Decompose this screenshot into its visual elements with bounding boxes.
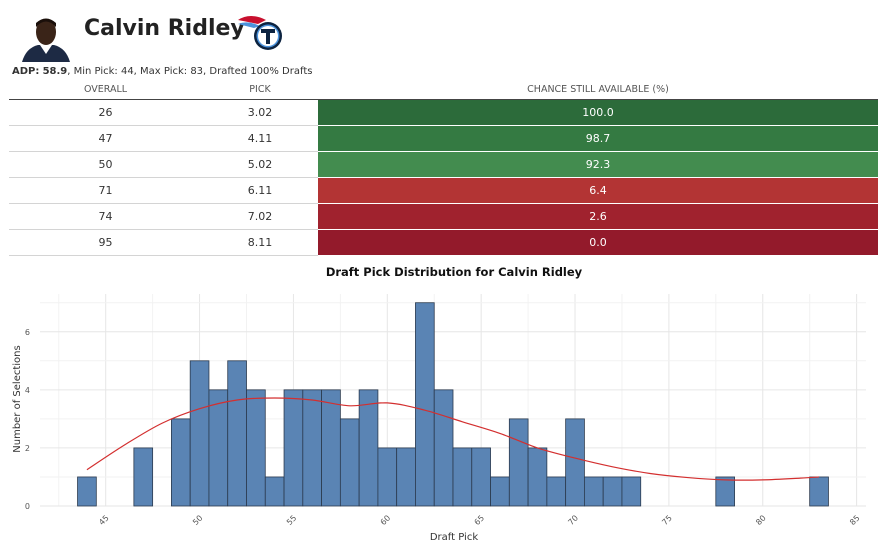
y-tick-label: 4 — [25, 386, 30, 395]
header-chance: CHANCE STILL AVAILABLE (%) — [318, 80, 878, 100]
cell-pick: 5.02 — [202, 151, 318, 178]
density-curve — [86, 397, 820, 481]
cell-pick: 6.11 — [202, 177, 318, 204]
player-name: Calvin Ridley — [84, 16, 245, 41]
cell-overall: 26 — [9, 99, 202, 126]
y-tick-label: 2 — [25, 444, 30, 453]
table-row: 74 7.02 2.6 — [9, 203, 878, 230]
adp-details: , Min Pick: 44, Max Pick: 83, Drafted 10… — [67, 66, 313, 77]
x-axis-label: Draft Pick — [430, 532, 478, 543]
cell-chance: 6.4 — [318, 177, 878, 204]
histogram-bar — [602, 476, 623, 507]
histogram-bar — [321, 389, 341, 507]
cell-chance: 100.0 — [318, 99, 878, 126]
x-tick-label: 80 — [754, 513, 768, 527]
histogram-bar — [621, 476, 642, 507]
cell-chance: 92.3 — [318, 151, 878, 178]
table-row: 71 6.11 6.4 — [9, 177, 878, 204]
histogram-bar — [133, 447, 154, 507]
histogram-bar — [508, 418, 529, 507]
x-tick-label: 65 — [473, 513, 487, 527]
titans-logo-icon — [238, 16, 282, 50]
cell-chance: 0.0 — [318, 229, 878, 256]
cell-overall: 74 — [9, 203, 202, 230]
histogram-bar — [809, 476, 829, 507]
histogram-bar — [415, 302, 435, 507]
adp-label: ADP: — [12, 66, 40, 77]
x-tick-label: 50 — [191, 513, 205, 527]
histogram-bar — [471, 447, 491, 507]
x-tick-label: 85 — [848, 513, 862, 527]
y-axis-label: Number of Selections — [12, 345, 23, 452]
histogram-bar — [490, 476, 510, 507]
x-tick-label: 55 — [285, 513, 299, 527]
adp-summary: ADP: 58.9, Min Pick: 44, Max Pick: 83, D… — [12, 66, 312, 77]
x-tick-label: 60 — [379, 513, 393, 527]
cell-pick: 3.02 — [202, 99, 318, 126]
table-header-row: OVERALL PICK CHANCE STILL AVAILABLE (%) — [9, 80, 878, 100]
histogram-bar — [77, 476, 97, 507]
availability-table: OVERALL PICK CHANCE STILL AVAILABLE (%) … — [9, 80, 878, 256]
histogram-bar — [227, 360, 247, 507]
x-tick-label: 70 — [566, 513, 580, 527]
table-row: 50 5.02 92.3 — [9, 151, 878, 178]
cell-pick: 8.11 — [202, 229, 318, 256]
cell-overall: 95 — [9, 229, 202, 256]
player-headshot-icon — [18, 14, 74, 62]
histogram-bar — [171, 418, 191, 507]
histogram-bar — [715, 476, 735, 507]
histogram-bar — [584, 476, 604, 507]
histogram-bar — [302, 389, 322, 507]
chart-title: Draft Pick Distribution for Calvin Ridle… — [326, 265, 583, 279]
x-tick-label: 45 — [97, 513, 111, 527]
cell-overall: 47 — [9, 125, 202, 152]
cell-pick: 7.02 — [202, 203, 318, 230]
cell-overall: 71 — [9, 177, 202, 204]
histogram-bar — [377, 447, 398, 507]
histogram-bar — [189, 360, 210, 507]
table-row: 26 3.02 100.0 — [9, 99, 878, 126]
y-tick-label: 0 — [25, 502, 30, 511]
histogram-bar — [208, 389, 229, 507]
histogram-bar — [565, 418, 585, 507]
histogram-bar — [358, 389, 379, 507]
histogram-bar — [546, 476, 567, 507]
cell-chance: 98.7 — [318, 125, 878, 152]
cell-pick: 4.11 — [202, 125, 318, 152]
cell-overall: 50 — [9, 151, 202, 178]
histogram-bar — [283, 389, 304, 507]
histogram-bar — [339, 418, 360, 507]
header-overall: OVERALL — [9, 80, 202, 100]
adp-value: 58.9 — [42, 66, 68, 77]
chart-bars — [77, 302, 829, 507]
histogram-bar — [433, 389, 454, 507]
header-pick: PICK — [202, 80, 318, 100]
histogram-bar — [452, 447, 473, 507]
table-row: 95 8.11 0.0 — [9, 229, 878, 256]
player-header: Calvin Ridley ADP: 58.9, Min Pick: 44, M… — [0, 0, 885, 77]
cell-chance: 2.6 — [318, 203, 878, 230]
y-tick-label: 6 — [25, 328, 30, 337]
histogram-bar — [396, 447, 416, 507]
x-tick-label: 75 — [660, 513, 674, 527]
histogram-bar — [246, 389, 266, 507]
histogram-bar — [527, 447, 548, 507]
histogram-bar — [264, 476, 285, 507]
y-axis-ticks: 0 2 4 6 — [25, 328, 30, 511]
table-row: 47 4.11 98.7 — [9, 125, 878, 152]
draft-pick-histogram: Draft Pick Distribution for Calvin Ridle… — [12, 265, 866, 543]
x-axis-ticks: 45 50 55 60 65 70 75 80 85 — [97, 513, 861, 527]
